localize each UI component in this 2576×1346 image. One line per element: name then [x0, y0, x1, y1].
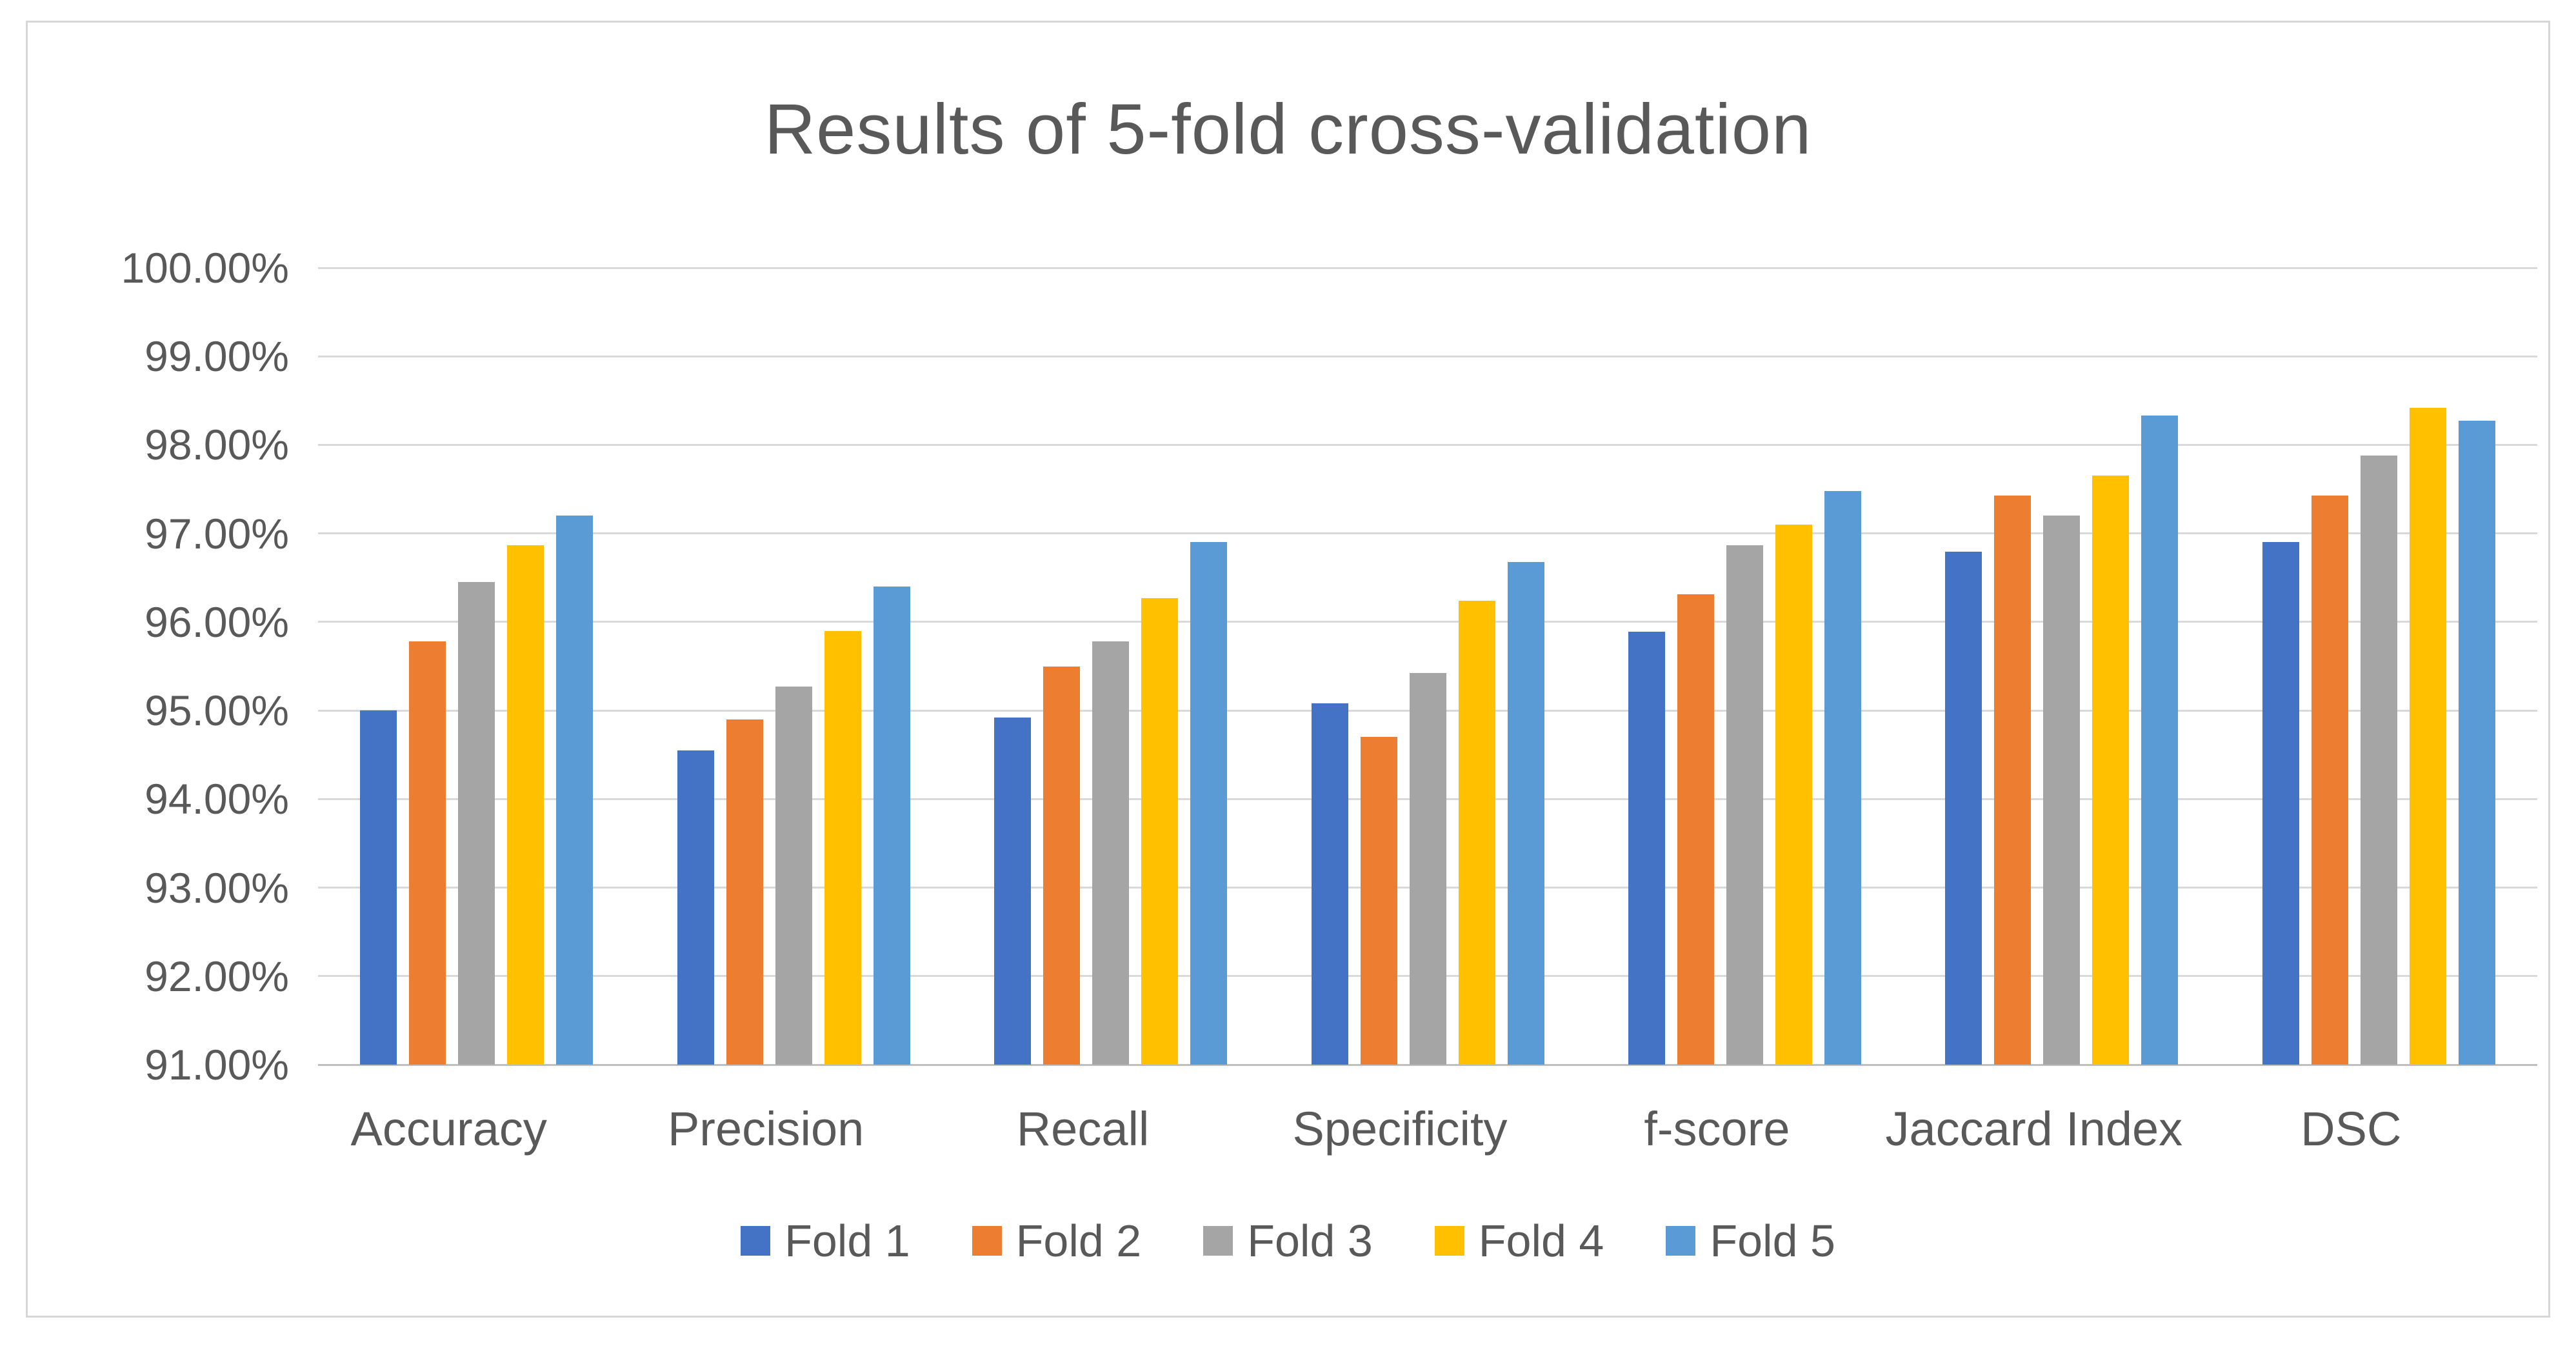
y-gridline — [318, 355, 2537, 357]
bar-dsc-fold-1 — [2262, 542, 2299, 1065]
y-gridline — [318, 532, 2537, 535]
legend-label: Fold 3 — [1247, 1216, 1373, 1266]
y-axis-tick-label: 98.00% — [145, 421, 289, 469]
bar-specificity-fold-4 — [1458, 600, 1495, 1065]
legend-swatch-icon — [741, 1226, 771, 1256]
bar-recall-fold-2 — [1043, 666, 1081, 1065]
bar-jaccard-index-fold-3 — [2043, 516, 2081, 1065]
bar-accuracy-fold-5 — [556, 516, 594, 1065]
bar-specificity-fold-1 — [1311, 703, 1348, 1065]
x-axis-category-label: DSC — [2301, 1102, 2402, 1156]
x-axis-category-label: Jaccard Index — [1885, 1102, 2183, 1156]
bar-dsc-fold-3 — [2360, 455, 2397, 1065]
y-gridline — [318, 266, 2537, 269]
y-axis-tick-label: 97.00% — [145, 509, 289, 557]
bar-precision-fold-1 — [677, 750, 714, 1065]
legend-item-fold-2: Fold 2 — [972, 1215, 1142, 1267]
y-axis-tick-label: 91.00% — [145, 1041, 289, 1089]
x-axis-category-label: Specificity — [1292, 1102, 1508, 1156]
plot-area: 100.00% 99.00% 98.00% 97.00% 96.00% 95.00% 94.… — [121, 244, 2537, 1089]
bar-specificity-fold-2 — [1360, 737, 1397, 1065]
bar-accuracy-fold-4 — [507, 545, 544, 1065]
bar-precision-fold-2 — [726, 719, 763, 1065]
y-axis-tick-label: 94.00% — [145, 775, 289, 823]
legend-swatch-icon — [1434, 1226, 1464, 1256]
bar-jaccard-index-fold-1 — [1945, 552, 1982, 1065]
bar-jaccard-index-fold-5 — [2141, 416, 2179, 1065]
bar-f-score-fold-3 — [1726, 545, 1763, 1065]
bar-recall-fold-3 — [1092, 641, 1130, 1065]
bar-f-score-fold-2 — [1677, 594, 1714, 1065]
chart-title: Results of 5-fold cross-validation — [764, 90, 1812, 169]
bar-accuracy-fold-3 — [458, 582, 495, 1065]
x-axis-category-label: Precision — [667, 1102, 864, 1156]
bar-f-score-fold-4 — [1775, 524, 1812, 1065]
bar-recall-fold-4 — [1141, 598, 1179, 1065]
bar-recall-fold-5 — [1190, 542, 1228, 1065]
bar-dsc-fold-4 — [2409, 407, 2446, 1065]
y-axis-tick-label: 99.00% — [145, 332, 289, 381]
y-axis-tick-label: 93.00% — [145, 863, 289, 912]
legend-item-fold-3: Fold 3 — [1203, 1215, 1373, 1267]
bar-f-score-fold-5 — [1824, 490, 1861, 1065]
legend-label: Fold 2 — [1015, 1216, 1142, 1266]
x-axis-line — [318, 1063, 2537, 1066]
bar-precision-fold-4 — [824, 630, 861, 1065]
x-axis-category-label: f-score — [1644, 1102, 1790, 1156]
bar-accuracy-fold-1 — [360, 710, 397, 1065]
bar-precision-fold-3 — [775, 687, 812, 1065]
y-axis-tick-label: 100.00% — [121, 244, 289, 292]
y-gridline — [318, 621, 2537, 623]
x-axis-category-label: Recall — [1016, 1102, 1150, 1156]
legend: Fold 1 Fold 2 Fold 3 Fold 4 Fold 5 — [28, 1215, 2548, 1267]
legend-swatch-icon — [1666, 1226, 1696, 1256]
bar-f-score-fold-1 — [1628, 631, 1665, 1065]
y-axis-tick-label: 96.00% — [145, 598, 289, 646]
legend-swatch-icon — [1203, 1226, 1233, 1256]
bar-jaccard-index-fold-4 — [2092, 476, 2130, 1065]
bar-precision-fold-5 — [873, 587, 910, 1065]
bar-recall-fold-1 — [994, 718, 1032, 1065]
legend-item-fold-1: Fold 1 — [741, 1215, 910, 1267]
bar-dsc-fold-2 — [2311, 495, 2348, 1065]
legend-label: Fold 5 — [1710, 1216, 1835, 1266]
chart-frame: Results of 5-fold cross-validation 100.0… — [26, 21, 2550, 1318]
legend-item-fold-5: Fold 5 — [1666, 1215, 1835, 1267]
y-axis-tick-label: 95.00% — [145, 687, 289, 735]
legend-swatch-icon — [972, 1226, 1002, 1256]
legend-item-fold-4: Fold 4 — [1434, 1215, 1604, 1267]
bar-jaccard-index-fold-2 — [1994, 495, 2032, 1065]
bar-specificity-fold-5 — [1507, 561, 1544, 1065]
legend-label: Fold 1 — [784, 1216, 910, 1266]
y-gridline — [318, 443, 2537, 446]
y-axis-tick-label: 92.00% — [145, 952, 289, 1000]
x-axis-category-label: Accuracy — [350, 1102, 547, 1156]
bar-accuracy-fold-2 — [409, 641, 446, 1065]
legend-label: Fold 4 — [1478, 1216, 1604, 1266]
bar-specificity-fold-3 — [1409, 673, 1446, 1065]
bar-dsc-fold-5 — [2458, 421, 2495, 1065]
